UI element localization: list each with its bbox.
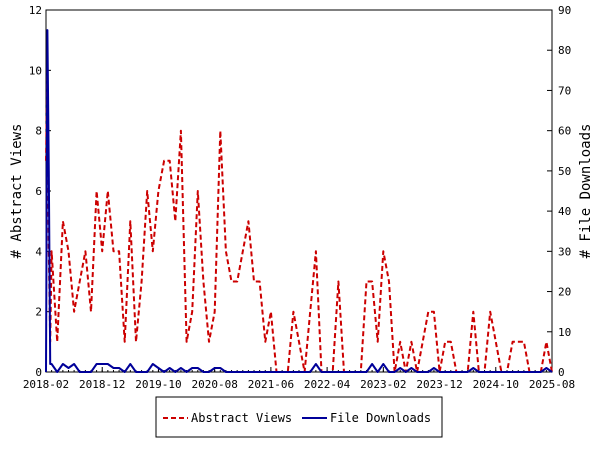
x-tick-label: 2021-06 — [248, 378, 294, 391]
legend: Abstract Views File Downloads — [155, 396, 443, 438]
right-tick-label: 50 — [558, 165, 571, 178]
right-tick-label: 20 — [558, 286, 571, 299]
left-axis-title: # Abstract Views — [9, 124, 25, 259]
left-tick-label: 0 — [35, 366, 42, 379]
left-tick-label: 2 — [35, 306, 42, 319]
x-tick-label: 2023-02 — [360, 378, 406, 391]
x-tick-label: 2023-12 — [416, 378, 462, 391]
right-tick-label: 90 — [558, 4, 571, 17]
left-tick-label: 10 — [29, 64, 42, 77]
x-tick-label: 2018-02 — [23, 378, 69, 391]
x-tick-label: 2019-10 — [135, 378, 181, 391]
right-tick-label: 10 — [558, 326, 571, 339]
x-tick-label: 2018-12 — [79, 378, 125, 391]
right-tick-label: 0 — [558, 366, 565, 379]
x-tick-label: 2024-10 — [473, 378, 519, 391]
left-y-axis: 0 2 4 6 8 10 12 — [29, 4, 51, 379]
series-layer — [45, 29, 553, 373]
left-tick-label: 8 — [35, 125, 42, 138]
right-y-axis: 0 10 20 30 40 50 60 70 80 90 — [547, 4, 571, 379]
x-tick-label: 2022-04 — [304, 378, 351, 391]
legend-label-file-downloads: File Downloads — [330, 411, 431, 425]
right-tick-label: 40 — [558, 205, 571, 218]
x-tick-label: 2020-08 — [191, 378, 237, 391]
right-tick-label: 30 — [558, 245, 571, 258]
right-axis-title: # File Downloads — [578, 124, 594, 259]
x-tick-label: 2025-08 — [529, 378, 575, 391]
left-tick-label: 12 — [29, 4, 42, 17]
right-tick-label: 60 — [558, 125, 571, 138]
legend-label-abstract-views: Abstract Views — [191, 411, 292, 425]
left-tick-label: 4 — [35, 245, 42, 258]
legend-box — [155, 396, 443, 438]
plot-area — [45, 9, 553, 373]
left-tick-label: 6 — [35, 185, 42, 198]
right-tick-label: 70 — [558, 84, 571, 97]
series-line-file-downloads — [45, 29, 553, 373]
right-tick-label: 80 — [558, 44, 571, 57]
